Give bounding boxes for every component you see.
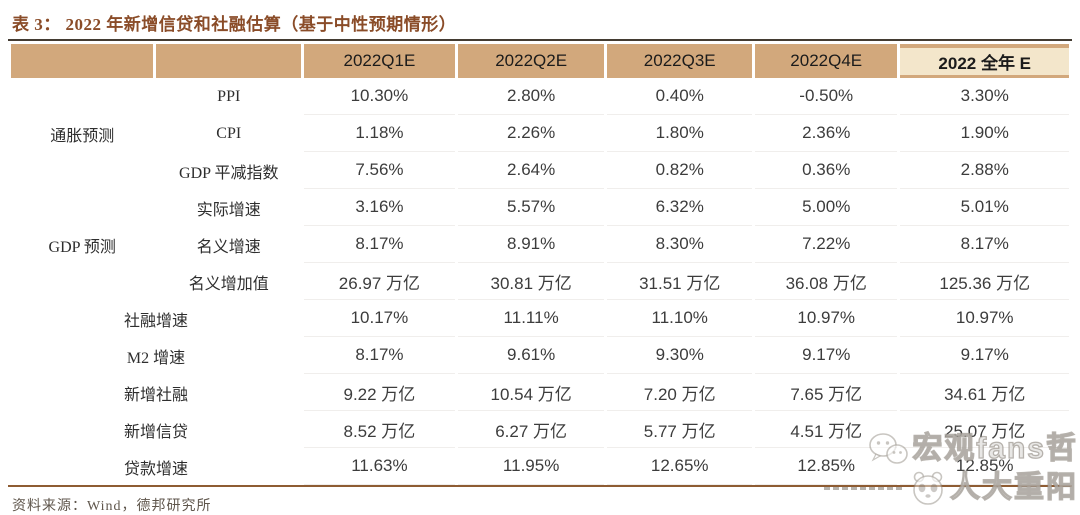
row-label: M2 增速 — [126, 349, 186, 367]
group-label: GDP 预测 — [48, 238, 116, 256]
value-cell: 0.82% — [607, 152, 752, 189]
value-cell: 0.40% — [607, 78, 752, 115]
value-cell: 11.63% — [304, 448, 455, 485]
value-cell: 11.11% — [457, 300, 605, 337]
value-cell: 5.77 万亿 — [607, 411, 752, 448]
table-header: 2022Q1E 2022Q2E 2022Q3E 2022Q4E 2022 全年 … — [11, 44, 1069, 78]
value-cell: 1.90% — [900, 115, 1069, 152]
value-cell: 125.36 万亿 — [900, 263, 1069, 300]
row-label: PPI — [217, 87, 241, 105]
title-rule — [8, 39, 1072, 41]
header-blank-group — [11, 44, 154, 78]
value-cell: 7.56% — [304, 152, 455, 189]
value-cell: 2.88% — [900, 152, 1069, 189]
column-header-annual: 2022 全年 E — [900, 44, 1069, 78]
column-header-q3: 2022Q3E — [607, 44, 752, 78]
value-cell: 7.22% — [754, 226, 898, 263]
value-cell: 8.17% — [304, 337, 455, 374]
value-cell: 12.85% — [900, 448, 1069, 485]
row-label: CPI — [216, 124, 242, 142]
row-label: 名义增加值 — [188, 275, 269, 293]
value-cell: 3.16% — [304, 189, 455, 226]
value-cell: 11.95% — [457, 448, 605, 485]
column-header-q4: 2022Q4E — [754, 44, 898, 78]
value-cell: 11.10% — [607, 300, 752, 337]
value-cell: 2.26% — [457, 115, 605, 152]
row-label: 名义增速 — [196, 238, 261, 256]
table-row: GDP 平减指数 7.56% 2.64% 0.82% 0.36% 2.88% — [11, 152, 1069, 189]
value-cell: -0.50% — [754, 78, 898, 115]
value-cell: 12.65% — [607, 448, 752, 485]
value-cell: 25.07 万亿 — [900, 411, 1069, 448]
source-note: 资料来源：Wind，德邦研究所 — [12, 499, 212, 514]
value-cell: 6.32% — [607, 189, 752, 226]
table-row: 名义增速 8.17% 8.91% 8.30% 7.22% 8.17% — [11, 226, 1069, 263]
row-label: 新增社融 — [124, 386, 189, 404]
value-cell: 30.81 万亿 — [457, 263, 605, 300]
table-row: 贷款增速 11.63% 11.95% 12.65% 12.85% 12.85% — [11, 448, 1069, 485]
table-title: 表 3： 2022 年新增信贷和社融估算（基于中性预期情形） — [12, 15, 457, 34]
value-cell: 2.36% — [754, 115, 898, 152]
header-blank-label — [156, 44, 302, 78]
row-label: 新增信贷 — [124, 423, 189, 441]
table-row: 社融增速 10.17% 11.11% 11.10% 10.97% 10.97% — [11, 300, 1069, 337]
value-cell: 31.51 万亿 — [607, 263, 752, 300]
row-label: GDP 平减指数 — [179, 164, 279, 182]
row-label: 社融增速 — [124, 312, 189, 330]
value-cell: 8.52 万亿 — [304, 411, 455, 448]
table-row: 通胀预测 PPI 10.30% 2.80% 0.40% -0.50% 3.30% — [11, 78, 1069, 145]
value-cell: 10.17% — [304, 300, 455, 337]
value-cell: 5.00% — [754, 189, 898, 226]
value-cell: 6.27 万亿 — [457, 411, 605, 448]
column-header-q1: 2022Q1E — [304, 44, 455, 78]
column-header-q2: 2022Q2E — [457, 44, 605, 78]
value-cell: 0.36% — [754, 152, 898, 189]
row-label: 实际增速 — [196, 201, 261, 219]
value-cell: 10.30% — [304, 78, 455, 115]
estimates-table: 2022Q1E 2022Q2E 2022Q3E 2022Q4E 2022 全年 … — [8, 44, 1072, 485]
value-cell: 36.08 万亿 — [754, 263, 898, 300]
value-cell: 9.17% — [754, 337, 898, 374]
value-cell: 26.97 万亿 — [304, 263, 455, 300]
value-cell: 12.85% — [754, 448, 898, 485]
value-cell: 1.80% — [607, 115, 752, 152]
value-cell: 9.17% — [900, 337, 1069, 374]
row-label: 贷款增速 — [124, 460, 189, 478]
value-cell: 8.17% — [304, 226, 455, 263]
value-cell: 9.30% — [607, 337, 752, 374]
value-cell: 2.80% — [457, 78, 605, 115]
table-row: GDP 预测 实际增速 3.16% 5.57% 6.32% 5.00% 5.01% — [11, 189, 1069, 256]
value-cell: 5.57% — [457, 189, 605, 226]
table-body: 通胀预测 PPI 10.30% 2.80% 0.40% -0.50% 3.30% CPI 1.1… — [11, 78, 1069, 485]
value-cell: 10.54 万亿 — [457, 374, 605, 411]
value-cell: 10.97% — [900, 300, 1069, 337]
value-cell: 9.22 万亿 — [304, 374, 455, 411]
value-cell: 7.65 万亿 — [754, 374, 898, 411]
table-row: 名义增加值 26.97 万亿 30.81 万亿 31.51 万亿 36.08 万亿 125… — [11, 263, 1069, 300]
value-cell: 1.18% — [304, 115, 455, 152]
value-cell: 9.61% — [457, 337, 605, 374]
value-cell: 8.30% — [607, 226, 752, 263]
header-row: 2022Q1E 2022Q2E 2022Q3E 2022Q4E 2022 全年 … — [11, 44, 1069, 78]
value-cell: 2.64% — [457, 152, 605, 189]
table-row: CPI 1.18% 2.26% 1.80% 2.36% 1.90% — [11, 115, 1069, 152]
bottom-rule — [8, 485, 1072, 487]
group-label: 通胀预测 — [50, 127, 115, 145]
value-cell: 34.61 万亿 — [900, 374, 1069, 411]
value-cell: 8.17% — [900, 226, 1069, 263]
value-cell: 7.20 万亿 — [607, 374, 752, 411]
table-row: 新增社融 9.22 万亿 10.54 万亿 7.20 万亿 7.65 万亿 34.61 万… — [11, 374, 1069, 411]
value-cell: 3.30% — [900, 78, 1069, 115]
value-cell: 4.51 万亿 — [754, 411, 898, 448]
table-row: M2 增速 8.17% 9.61% 9.30% 9.17% 9.17% — [11, 337, 1069, 374]
value-cell: 5.01% — [900, 189, 1069, 226]
value-cell: 8.91% — [457, 226, 605, 263]
table-row: 新增信贷 8.52 万亿 6.27 万亿 5.77 万亿 4.51 万亿 25.07 万亿 — [11, 411, 1069, 448]
value-cell: 10.97% — [754, 300, 898, 337]
